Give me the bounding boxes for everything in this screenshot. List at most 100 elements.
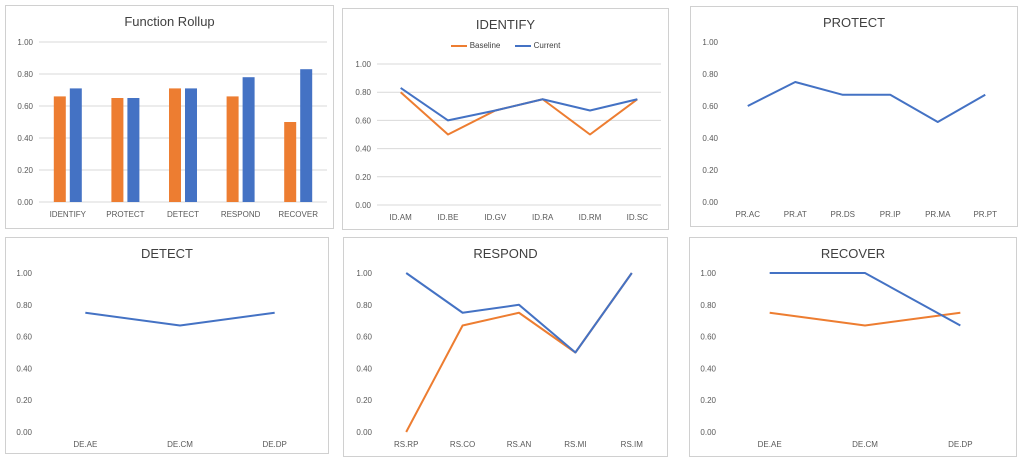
- x-tick-label: RECOVER: [278, 210, 318, 219]
- y-tick-label: 0.00: [17, 198, 33, 207]
- y-tick-label: 0.40: [355, 145, 371, 154]
- x-tick-label: DE.DP: [262, 440, 286, 449]
- y-tick-label: 0.40: [16, 364, 32, 373]
- x-tick-label: RS.IM: [621, 440, 644, 449]
- y-tick-label: 0.80: [700, 301, 716, 310]
- chart-panel-recover: RECOVER 0.00 0.20 0.40 0.60 0.80 1.00 DE.AE DE.…: [689, 237, 1017, 457]
- chart-panel-protect: PROTECT 0.00 0.20 0.40 0.60 0.80 1.00 PR.AC PR.…: [690, 6, 1018, 227]
- x-tick-label: PR.PT: [973, 210, 997, 219]
- x-tick-label: PROTECT: [106, 210, 144, 219]
- bar: [69, 88, 82, 202]
- legend-label-baseline: Baseline: [469, 41, 501, 50]
- x-tick-label: PR.MA: [925, 210, 951, 219]
- y-tick-label: 1.00: [356, 269, 372, 278]
- x-tick-label: ID.AM: [390, 213, 413, 222]
- y-tick-label: 0.40: [702, 134, 718, 143]
- series-line: [769, 272, 961, 327]
- x-tick-label: PR.AT: [784, 210, 807, 219]
- chart-panel-function-rollup: Function Rollup 0.00 0.20 0.40 0.60 0.80 1.00…: [5, 5, 334, 229]
- y-tick-label: 0.20: [17, 166, 33, 175]
- y-tick-label: 1.00: [17, 38, 33, 47]
- legend-item-current: Current: [514, 41, 561, 50]
- x-tick-label: ID.GV: [484, 213, 506, 222]
- legend-swatch-baseline: [450, 44, 467, 47]
- legend-swatch-current: [514, 44, 531, 47]
- x-tick-label: DE.AE: [73, 440, 97, 449]
- bar: [169, 88, 181, 202]
- x-tick-label: DE.DP: [948, 440, 972, 449]
- bar: [185, 88, 197, 202]
- y-tick-label: 0.80: [356, 301, 372, 310]
- chart-panel-identify: IDENTIFY Baseline Current 0.00 0.20 0.40 0.…: [342, 8, 669, 230]
- chart-title: RECOVER: [820, 246, 886, 261]
- chart-title: PROTECT: [822, 15, 886, 30]
- y-tick-label: 0.60: [16, 333, 32, 342]
- x-tick-label: DETECT: [167, 210, 199, 219]
- y-tick-label: 0.80: [355, 88, 371, 97]
- y-tick-label: 0.00: [702, 198, 718, 207]
- x-tick-label: ID.SC: [627, 213, 649, 222]
- bar: [284, 122, 297, 202]
- y-tick-label: 0.20: [702, 166, 718, 175]
- chart-title: IDENTIFY: [475, 17, 536, 32]
- bar: [300, 69, 313, 202]
- x-tick-label: ID.BE: [438, 213, 459, 222]
- x-tick-label: RS.MI: [564, 440, 586, 449]
- y-tick-label: 0.80: [17, 70, 33, 79]
- y-tick-label: 0.60: [700, 333, 716, 342]
- y-tick-label: 0.60: [355, 116, 371, 125]
- chart-plot: 0.00 0.20 0.40 0.60 0.80 1.00 DE.AE DE.CM DE.DP: [16, 269, 286, 449]
- y-tick-label: 0.40: [700, 364, 716, 373]
- y-tick-label: 0.80: [16, 301, 32, 310]
- x-tick-label: RS.RP: [394, 440, 418, 449]
- x-tick-label: PR.IP: [880, 210, 901, 219]
- x-tick-label: ID.RA: [532, 213, 554, 222]
- chart-plot: 0.00 0.20 0.40 0.60 0.80 1.00 ID.AM ID.BE ID.GV I…: [355, 60, 661, 222]
- x-tick-label: IDENTIFY: [50, 210, 87, 219]
- series-line: [747, 81, 986, 123]
- chart-title: Function Rollup: [124, 14, 215, 29]
- bar: [242, 77, 255, 202]
- y-tick-label: 0.80: [702, 70, 718, 79]
- y-tick-label: 0.40: [17, 134, 33, 143]
- x-tick-label: PR.AC: [736, 210, 761, 219]
- y-tick-label: 0.20: [16, 396, 32, 405]
- y-tick-label: 0.60: [702, 102, 718, 111]
- y-tick-label: 0.40: [356, 364, 372, 373]
- y-tick-label: 1.00: [702, 38, 718, 47]
- y-tick-label: 0.20: [356, 396, 372, 405]
- x-tick-label: DE.CM: [167, 440, 193, 449]
- y-tick-label: 1.00: [355, 60, 371, 69]
- y-tick-label: 0.00: [356, 428, 372, 437]
- chart-panel-detect: DETECT 0.00 0.20 0.40 0.60 0.80 1.00 DE.AE DE.C…: [5, 237, 329, 454]
- y-tick-label: 0.60: [356, 333, 372, 342]
- chart-plot: 0.00 0.20 0.40 0.60 0.80 1.00 RS.RP RS.CO RS.AN R…: [356, 269, 644, 449]
- chart-title: RESPOND: [473, 246, 538, 261]
- x-tick-label: RS.AN: [507, 440, 532, 449]
- series-line: [85, 311, 275, 327]
- y-tick-label: 0.60: [17, 102, 33, 111]
- chart-title: DETECT: [141, 246, 193, 261]
- x-tick-label: ID.RM: [579, 213, 602, 222]
- y-tick-label: 1.00: [16, 269, 32, 278]
- chart-plot: 0.00 0.20 0.40 0.60 0.80 1.00 IDENTIFY PROTECT D…: [17, 38, 327, 219]
- x-tick-label: RS.CO: [450, 440, 475, 449]
- series-line: [400, 87, 638, 122]
- x-tick-label: RESPOND: [221, 210, 261, 219]
- bar: [53, 96, 66, 202]
- y-tick-label: 0.00: [700, 428, 716, 437]
- x-tick-label: PR.DS: [831, 210, 855, 219]
- y-tick-label: 1.00: [700, 269, 716, 278]
- chart-panel-respond: RESPOND 0.00 0.20 0.40 0.60 0.80 1.00 RS.RP RS.…: [343, 237, 668, 457]
- chart-plot: 0.00 0.20 0.40 0.60 0.80 1.00 PR.AC PR.AT PR.DS P…: [702, 38, 997, 219]
- legend-label-current: Current: [533, 41, 561, 50]
- y-tick-label: 0.20: [355, 173, 371, 182]
- bar: [226, 96, 239, 202]
- series-line: [405, 272, 633, 354]
- y-tick-label: 0.00: [16, 428, 32, 437]
- series-line: [769, 311, 961, 327]
- chart-plot: 0.00 0.20 0.40 0.60 0.80 1.00 DE.AE DE.CM DE.DP: [700, 269, 972, 449]
- chart-legend: Baseline Current: [343, 41, 668, 50]
- legend-item-baseline: Baseline: [450, 41, 501, 50]
- y-tick-label: 0.20: [700, 396, 716, 405]
